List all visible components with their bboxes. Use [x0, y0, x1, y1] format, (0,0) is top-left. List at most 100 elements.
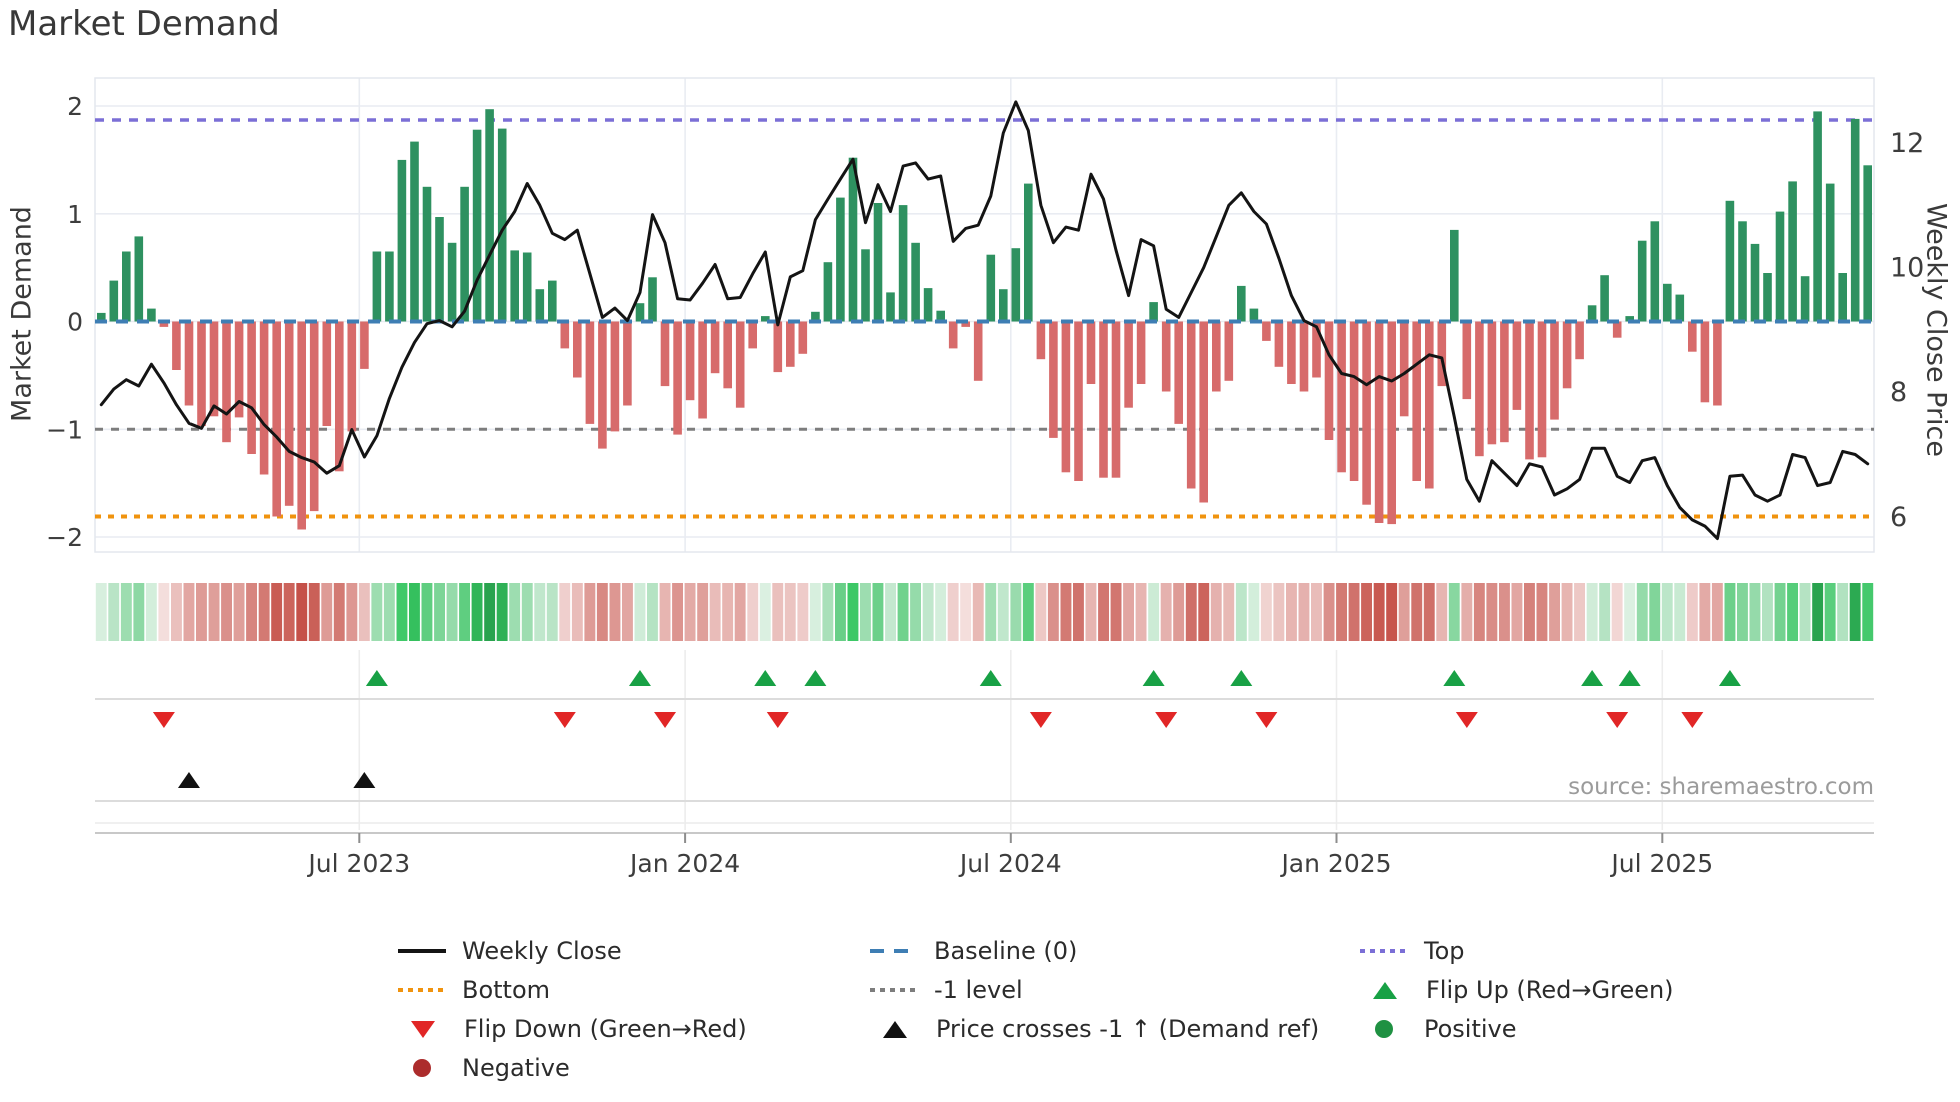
- demand-bar: [1061, 321, 1071, 473]
- demand-bar: [1324, 321, 1334, 440]
- legend-item-flip-down-green-red: Flip Down (Green→Red): [398, 1014, 870, 1044]
- heat-cell: [1837, 583, 1849, 641]
- demand-bar: [911, 242, 920, 322]
- heat-cell: [1724, 583, 1736, 641]
- demand-bar: [1174, 321, 1183, 424]
- heat-cell: [1461, 583, 1473, 641]
- demand-bar: [861, 249, 870, 322]
- demand-bar: [1813, 111, 1822, 322]
- demand-bar: [1587, 305, 1597, 322]
- heat-cell: [1286, 583, 1297, 641]
- heat-cell: [1799, 583, 1811, 641]
- flip-up-marker: [365, 670, 388, 686]
- demand-bar: [1124, 321, 1133, 408]
- demand-bar: [284, 321, 294, 506]
- heat-cell: [1198, 583, 1210, 641]
- demand-bar: [1337, 321, 1346, 473]
- demand-bar: [710, 321, 720, 374]
- heat-cell: [684, 583, 696, 641]
- heat-cell: [521, 583, 533, 641]
- demand-bar: [234, 321, 244, 418]
- right-axis-tick-label: 10: [1890, 253, 1924, 284]
- demand-bar: [936, 310, 945, 322]
- triangle-up-icon: [883, 1020, 907, 1038]
- demand-bar: [422, 186, 432, 322]
- heat-cell: [596, 583, 608, 641]
- heat-cell: [271, 583, 283, 641]
- heat-cell: [1749, 583, 1761, 641]
- demand-bar: [309, 321, 319, 512]
- heat-cell: [1398, 583, 1410, 641]
- heat-cell: [1123, 583, 1134, 641]
- heat-cell: [784, 583, 796, 641]
- heat-cell: [747, 583, 759, 641]
- flip-down-marker: [1029, 712, 1052, 728]
- flip-up-marker: [1230, 670, 1253, 686]
- legend-item-flip-up-red-green: Flip Up (Red→Green): [1360, 975, 1700, 1005]
- heat-cell: [885, 583, 896, 641]
- right-axis-tick-label: 12: [1890, 128, 1924, 159]
- demand-bar: [673, 321, 682, 435]
- legend-item-weekly-close: Weekly Close: [398, 936, 870, 966]
- heat-cell: [383, 583, 395, 641]
- heat-cell: [1561, 583, 1573, 641]
- heat-cell: [1674, 583, 1686, 641]
- heat-cell: [1361, 583, 1372, 641]
- heat-cell: [459, 583, 470, 641]
- heat-cell: [571, 583, 583, 641]
- x-axis-tick-label: Jan 2025: [1279, 849, 1391, 878]
- demand-bar: [522, 252, 532, 322]
- demand-bar: [1525, 321, 1534, 460]
- flip-up-marker: [979, 670, 1002, 686]
- heat-cell: [1047, 583, 1059, 641]
- demand-bar: [1387, 321, 1396, 525]
- demand-bar: [97, 312, 106, 322]
- demand-bar: [1575, 321, 1584, 360]
- demand-bar: [259, 321, 269, 475]
- heat-cell: [258, 583, 270, 641]
- demand-bar: [1838, 273, 1847, 322]
- heat-cell: [246, 583, 257, 641]
- heat-cell: [1386, 583, 1398, 641]
- heat-cell: [1448, 583, 1460, 641]
- heat-cell: [1649, 583, 1661, 641]
- heat-cell: [1699, 583, 1711, 641]
- heat-cell: [935, 583, 947, 641]
- demand-bar: [1312, 321, 1321, 378]
- heat-cell: [221, 583, 232, 641]
- heat-cell: [308, 583, 320, 641]
- demand-bar: [197, 321, 206, 426]
- demand-bar: [1299, 321, 1309, 392]
- demand-bar: [1512, 321, 1522, 410]
- heat-cell: [1110, 583, 1122, 641]
- demand-bar: [1036, 321, 1046, 360]
- demand-bar: [1011, 248, 1021, 322]
- demand-bar: [1612, 321, 1622, 338]
- demand-bar: [1287, 321, 1296, 384]
- heat-cell: [409, 583, 420, 641]
- demand-bar: [548, 280, 557, 322]
- heat-cell: [1737, 583, 1748, 641]
- demand-bar: [410, 141, 419, 322]
- demand-bar: [1161, 321, 1171, 392]
- demand-bar: [811, 311, 820, 322]
- demand-bar: [1212, 321, 1221, 392]
- heat-cell: [283, 583, 295, 641]
- heat-cell: [484, 583, 496, 641]
- heat-cell: [1060, 583, 1072, 641]
- demand-bar: [986, 254, 996, 322]
- legend-label: Positive: [1424, 1015, 1517, 1043]
- heat-cell: [947, 583, 959, 641]
- demand-bar: [1074, 321, 1083, 481]
- demand-bar: [1399, 321, 1409, 417]
- heat-cell: [1536, 583, 1548, 641]
- heat-cell: [1711, 583, 1723, 641]
- heat-cell: [1586, 583, 1598, 641]
- heat-cell: [183, 583, 195, 641]
- heat-cell: [1223, 583, 1235, 641]
- demand-bar: [923, 288, 933, 322]
- demand-bar: [460, 186, 469, 322]
- heat-cell: [734, 583, 746, 641]
- left-axis-tick-label: −2: [46, 523, 83, 552]
- demand-bar: [1024, 183, 1033, 322]
